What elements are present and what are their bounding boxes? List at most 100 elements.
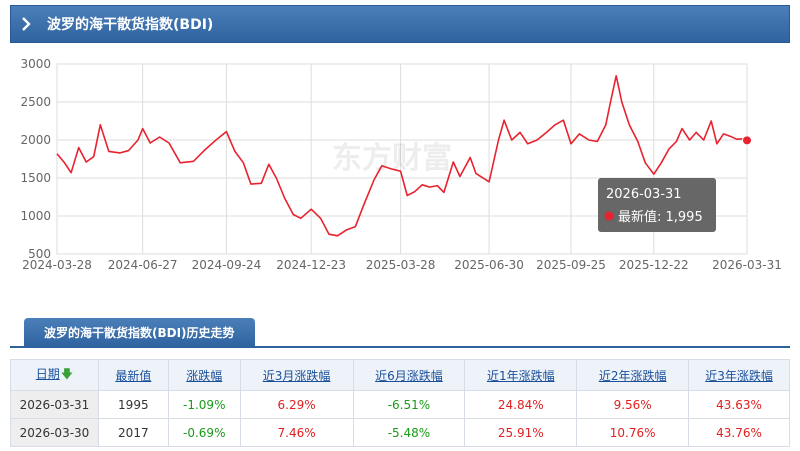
col-header-2y[interactable]: 近2年涨跌幅: [576, 359, 690, 391]
data-point[interactable]: [405, 193, 409, 197]
data-point[interactable]: [380, 164, 384, 168]
data-point[interactable]: [569, 142, 573, 146]
data-point[interactable]: [609, 100, 613, 104]
data-point[interactable]: [345, 228, 349, 232]
data-point[interactable]: [136, 138, 140, 142]
data-point[interactable]: [694, 130, 698, 134]
data-point[interactable]: [544, 130, 548, 134]
data-point[interactable]: [468, 155, 472, 159]
data-point[interactable]: [362, 203, 366, 207]
data-point[interactable]: [659, 161, 663, 165]
data-point[interactable]: [69, 171, 73, 175]
data-point[interactable]: [428, 185, 432, 189]
data-point[interactable]: [420, 183, 424, 187]
data-point[interactable]: [435, 184, 439, 188]
data-point[interactable]: [487, 180, 491, 184]
data-point[interactable]: [274, 176, 278, 180]
data-point[interactable]: [715, 142, 719, 146]
data-point[interactable]: [688, 138, 692, 142]
data-point[interactable]: [55, 152, 59, 156]
data-point[interactable]: [141, 127, 145, 131]
data-point[interactable]: [652, 172, 656, 176]
data-point[interactable]: [249, 182, 253, 186]
data-point[interactable]: [158, 135, 162, 139]
data-point[interactable]: [299, 216, 303, 220]
data-point[interactable]: [502, 118, 506, 122]
data-point[interactable]: [595, 140, 599, 144]
data-point[interactable]: [728, 134, 732, 138]
data-point[interactable]: [353, 225, 357, 229]
data-point[interactable]: [327, 232, 331, 236]
data-point[interactable]: [735, 137, 739, 141]
data-point[interactable]: [148, 141, 152, 145]
col-header-change[interactable]: 涨跌幅: [167, 359, 241, 391]
data-point[interactable]: [92, 155, 96, 159]
data-point[interactable]: [636, 140, 640, 144]
col-header-3y[interactable]: 近3年涨跌幅: [688, 359, 790, 391]
data-point[interactable]: [535, 138, 539, 142]
data-point[interactable]: [204, 147, 208, 151]
data-point[interactable]: [291, 212, 295, 216]
data-point[interactable]: [372, 178, 376, 182]
data-point[interactable]: [510, 138, 514, 142]
data-point[interactable]: [118, 151, 122, 155]
data-point[interactable]: [496, 138, 500, 142]
data-point[interactable]: [63, 161, 67, 165]
data-point[interactable]: [84, 160, 88, 164]
data-point[interactable]: [577, 132, 581, 136]
data-point[interactable]: [98, 123, 102, 127]
data-point[interactable]: [674, 140, 678, 144]
data-point[interactable]: [233, 149, 237, 153]
history-tab-bar: 波罗的海干散货指数(BDI)历史走势: [10, 318, 790, 348]
chevron-right-icon[interactable]: [11, 6, 41, 42]
data-point[interactable]: [241, 161, 245, 165]
data-point[interactable]: [474, 171, 478, 175]
data-point[interactable]: [526, 142, 530, 146]
data-point[interactable]: [127, 149, 131, 153]
data-point[interactable]: [709, 119, 713, 123]
data-point[interactable]: [680, 127, 684, 131]
data-point[interactable]: [620, 100, 624, 104]
col-header-date[interactable]: 日期🡇: [10, 359, 99, 391]
data-point[interactable]: [667, 147, 671, 151]
data-point[interactable]: [643, 161, 647, 165]
data-point[interactable]: [267, 162, 271, 166]
data-point[interactable]: [259, 181, 263, 185]
data-point[interactable]: [399, 169, 403, 173]
bdi-series-line[interactable]: [56, 74, 748, 237]
data-point[interactable]: [587, 138, 591, 142]
data-point[interactable]: [702, 138, 706, 142]
col-header-1y[interactable]: 近1年涨跌幅: [464, 359, 578, 391]
data-point[interactable]: [561, 118, 565, 122]
tab-history[interactable]: 波罗的海干散货指数(BDI)历史走势: [24, 318, 255, 347]
data-point[interactable]: [458, 174, 462, 178]
data-point[interactable]: [389, 167, 393, 171]
data-point[interactable]: [442, 190, 446, 194]
data-point[interactable]: [413, 190, 417, 194]
data-point[interactable]: [309, 207, 313, 211]
data-point[interactable]: [319, 216, 323, 220]
bdi-chart[interactable]: 500 1000 1500 2000 2500 3000 2024-03-28 2024-06…: [0, 50, 800, 290]
data-point[interactable]: [107, 149, 111, 153]
col-header-value[interactable]: 最新值: [97, 359, 169, 391]
col-header-3m[interactable]: 近3月涨跌幅: [239, 359, 354, 391]
latest-point-marker[interactable]: [742, 135, 752, 146]
data-point[interactable]: [224, 130, 228, 134]
down-arrow-icon[interactable]: 🡇: [60, 366, 74, 381]
data-point[interactable]: [604, 123, 608, 127]
col-header-6m[interactable]: 近6月涨跌幅: [352, 359, 466, 391]
data-point[interactable]: [178, 161, 182, 165]
data-point[interactable]: [167, 141, 171, 145]
data-point[interactable]: [283, 197, 287, 201]
data-point[interactable]: [721, 132, 725, 136]
data-point[interactable]: [614, 74, 618, 78]
bdi-line-chart[interactable]: 500 1000 1500 2000 2500 3000 2024-03-28 2024-06…: [0, 50, 800, 290]
data-point[interactable]: [518, 130, 522, 134]
data-point[interactable]: [336, 234, 340, 238]
data-point[interactable]: [627, 123, 631, 127]
data-point[interactable]: [451, 160, 455, 164]
data-point[interactable]: [213, 139, 217, 143]
data-point[interactable]: [77, 146, 81, 150]
data-point[interactable]: [191, 159, 195, 163]
data-point[interactable]: [553, 123, 557, 127]
